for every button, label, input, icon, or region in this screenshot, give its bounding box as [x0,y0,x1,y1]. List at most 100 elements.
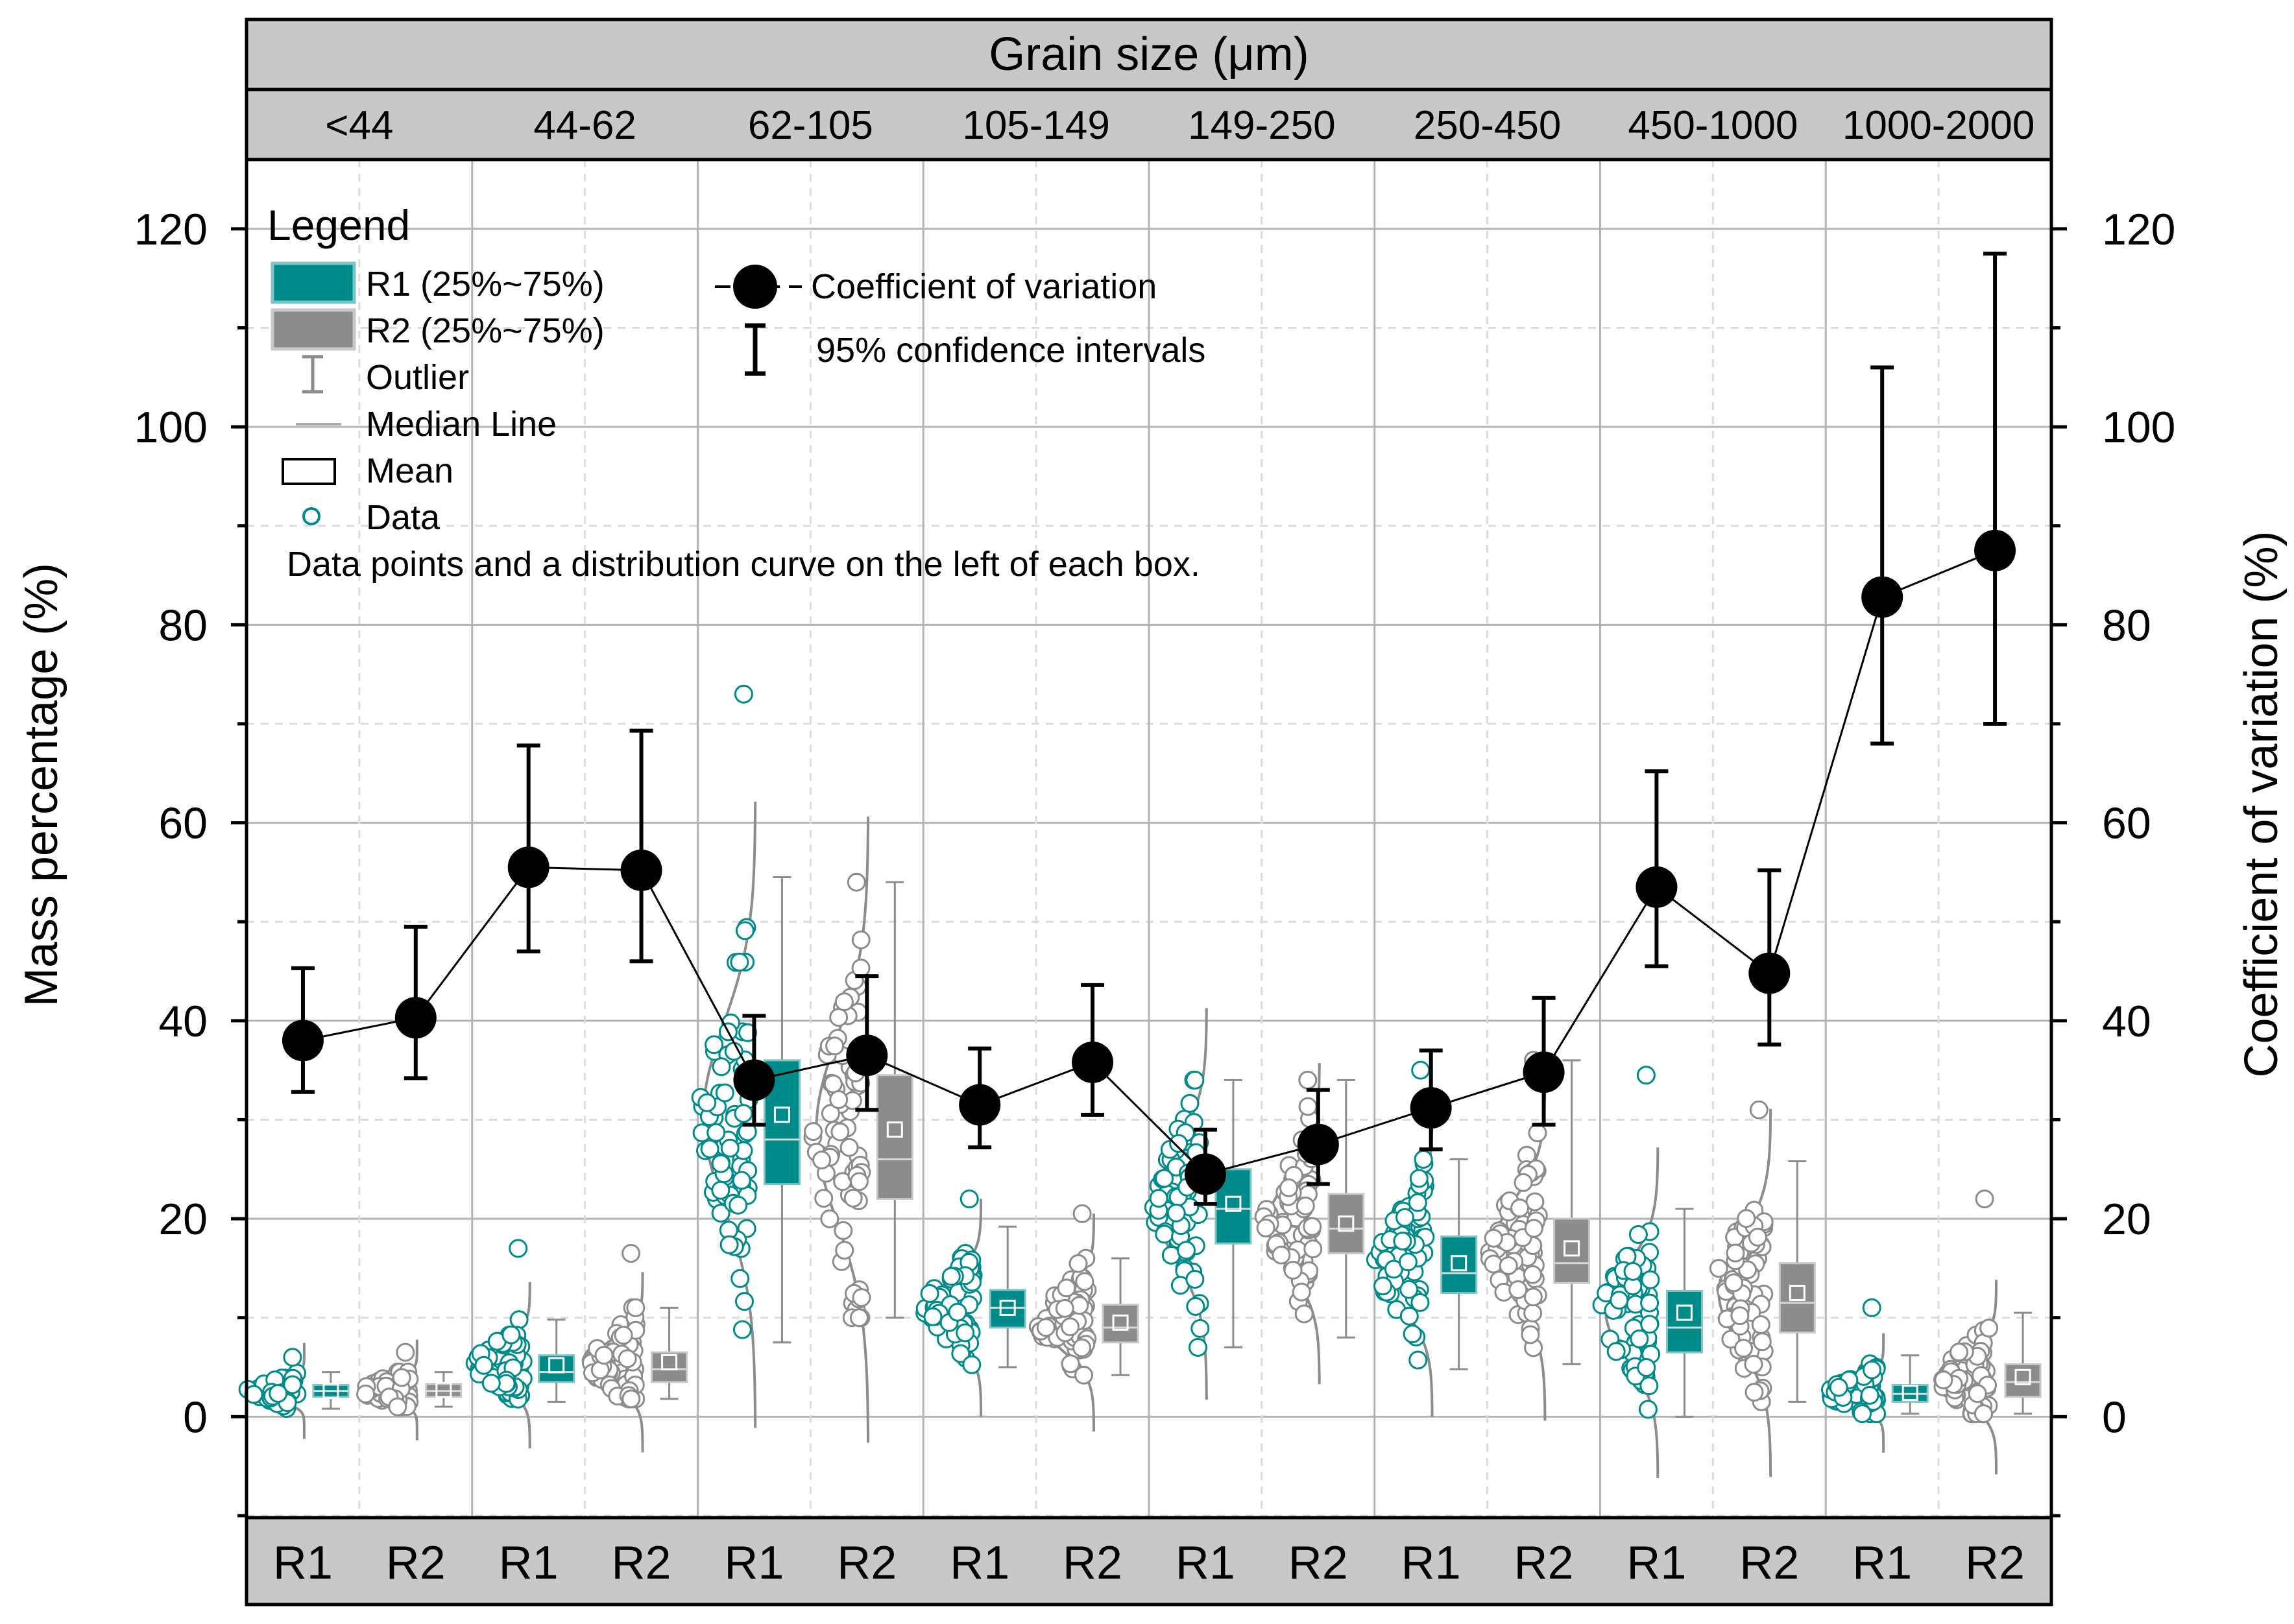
data-point [1521,1325,1540,1344]
data-point [1399,1306,1419,1326]
data-point [1069,1254,1088,1273]
data-point [814,1189,834,1208]
outlier-point [1975,1189,1994,1209]
y-axis-title-left: Mass percentage (%) [16,563,67,1007]
grain-class-label: 149-250 [1188,103,1336,148]
data-point [1752,1332,1772,1352]
group-label: R1 [1626,1537,1686,1589]
data-points [238,684,1999,1424]
data-point [1745,1383,1764,1402]
data-point [1272,1245,1291,1265]
data-point [1726,1243,1745,1263]
data-point [1623,1261,1643,1281]
grain-class-label: 250-450 [1414,103,1562,148]
data-point [1075,1272,1094,1291]
box-iqr [1102,1304,1139,1344]
cv-marker [1636,866,1678,908]
data-point [735,1292,754,1311]
group-label: R2 [612,1537,671,1589]
data-point [734,1104,753,1123]
data-point [700,1140,719,1158]
outlier-point [960,1189,979,1209]
data-point [852,1288,871,1308]
outlier-point [1072,1204,1092,1223]
y-tick-label: 100 [134,403,208,452]
legend-mean-label: Mean [366,451,453,490]
data-point [1180,1093,1200,1113]
legend-cv-marker [733,265,777,309]
data-point [705,1035,724,1055]
data-point [1298,1097,1318,1116]
data-point [711,1180,730,1200]
data-point [706,1123,726,1142]
data-point [1398,1252,1418,1272]
group-label: R2 [1514,1537,1574,1589]
data-point [1510,1199,1530,1218]
y-tick-label: 120 [134,205,208,254]
data-point [923,1307,943,1326]
mean-marker [773,1106,790,1123]
group-label: R2 [386,1537,446,1589]
group-label: R1 [1852,1537,1912,1589]
data-point [849,1308,869,1328]
data-point [941,1267,961,1286]
legend-mean-icon [282,458,336,485]
left-y-axis: 0 20 40 60 80 100 120 [134,205,247,1518]
data-point [834,1221,853,1240]
data-point [823,1074,843,1093]
data-point [956,1323,975,1343]
data-point [829,1008,849,1027]
data-point [1294,1304,1314,1324]
data-point [712,1057,731,1077]
outlier-point [396,1343,415,1362]
grain-class-label: 62-105 [748,103,873,148]
mean-marker [2014,1368,2031,1385]
data-point [614,1326,633,1345]
data-point [715,1083,734,1103]
outlier-point [734,684,753,704]
data-point [1484,1228,1503,1248]
cv-marker [507,846,549,889]
data-point [951,1344,971,1363]
y-tick-label: 40 [158,997,208,1046]
data-point [1185,1270,1205,1289]
data-point [732,1320,752,1339]
data-point [1057,1278,1076,1298]
data-point [948,1302,967,1322]
y-tick-label: 20 [158,1195,208,1244]
legend-r2-swatch [271,308,356,351]
data-point [1968,1384,1987,1403]
data-point [1950,1343,1969,1362]
y-tick-label-right: 60 [2102,799,2151,848]
data-point [269,1384,288,1403]
data-point [1303,1239,1323,1259]
data-point [711,1154,730,1173]
data-point [835,1241,854,1260]
data-point [1630,1329,1649,1348]
box-iqr [1214,1168,1252,1245]
data-point [1730,1306,1750,1326]
data-point [1628,1225,1648,1244]
data-point [1829,1378,1848,1397]
data-point [509,1310,529,1330]
mean-marker [886,1121,903,1138]
legend-data-label: Data [366,498,441,537]
data-point [1189,1338,1207,1357]
legend-data-icon [302,507,320,525]
legend-r1-swatch [271,261,356,304]
mean-marker [1902,1385,1918,1402]
mean-marker [1225,1195,1242,1212]
data-point [1409,1169,1429,1188]
data-point [1036,1318,1056,1337]
grain-class-label: 450-1000 [1628,103,1798,148]
data-point [1523,1265,1542,1284]
data-point [594,1346,614,1365]
legend-note: Data points and a distribution curve on … [287,545,1200,584]
outlier-point [1636,1066,1656,1085]
outlier-point [1862,1298,1881,1317]
data-point [1410,1293,1430,1312]
cv-marker [1523,1051,1565,1093]
data-point [843,1188,863,1208]
data-point [1734,1339,1753,1358]
legend-ci-label: 95% confidence intervals [816,331,1205,370]
